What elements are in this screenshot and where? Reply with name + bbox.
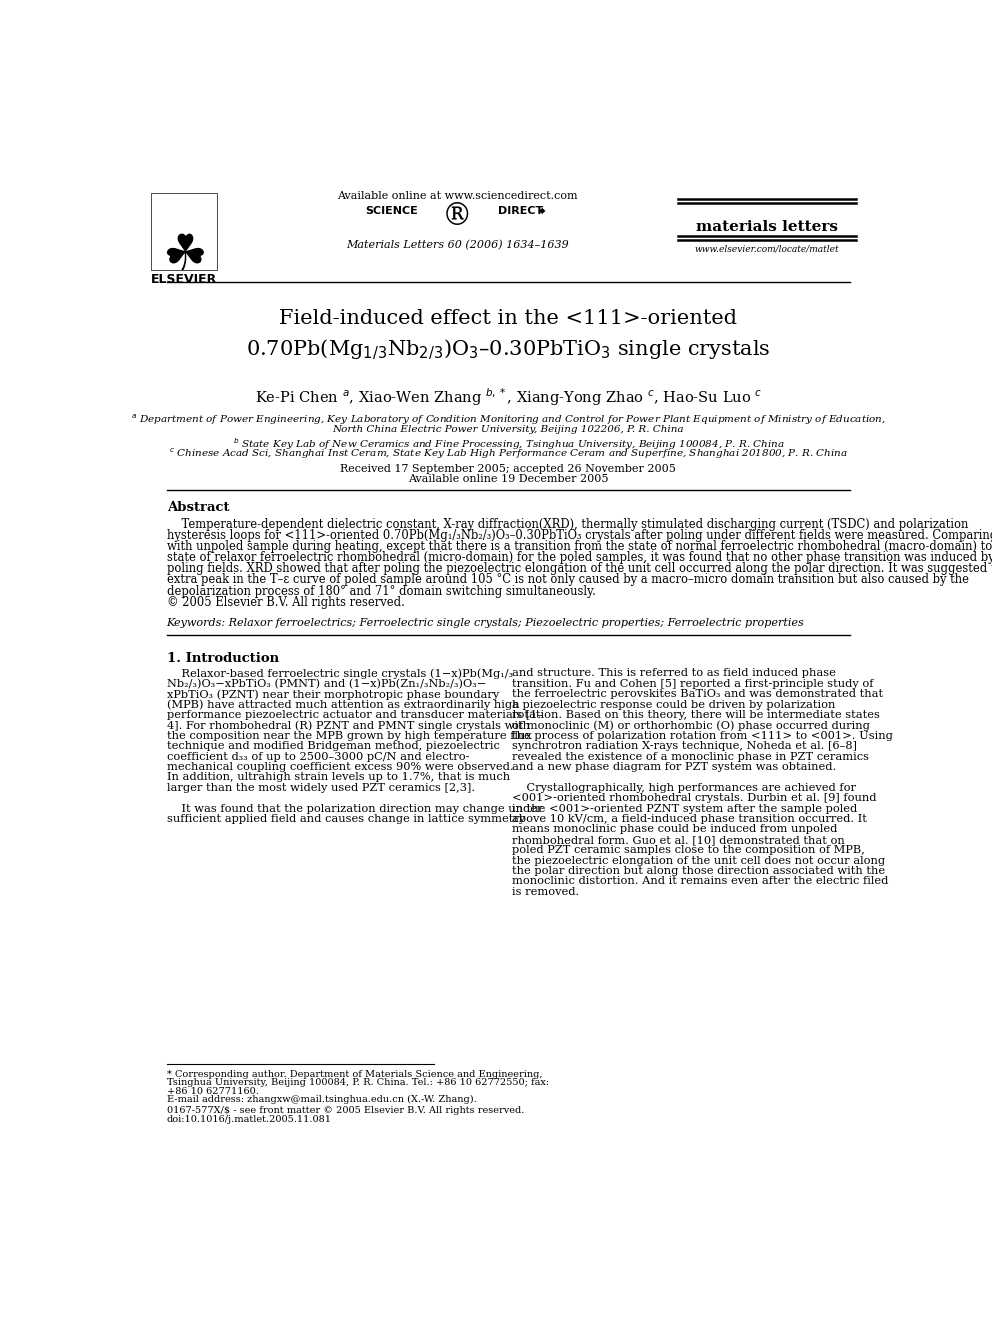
Text: the composition near the MPB grown by high temperature flux: the composition near the MPB grown by hi… [167,730,532,741]
Text: * Corresponding author. Department of Materials Science and Engineering,: * Corresponding author. Department of Ma… [167,1070,542,1078]
Text: the ferroelectric perovskites BaTiO₃ and was demonstrated that: the ferroelectric perovskites BaTiO₃ and… [512,689,883,700]
Text: monoclinic distortion. And it remains even after the electric filed: monoclinic distortion. And it remains ev… [512,876,888,886]
Text: performance piezoelectric actuator and transducer materials [1–: performance piezoelectric actuator and t… [167,710,543,720]
Text: Crystallographically, high performances are achieved for: Crystallographically, high performances … [512,783,855,792]
Text: North China Electric Power University, Beijing 102206, P. R. China: North China Electric Power University, B… [332,425,684,434]
Text: SCIENCE: SCIENCE [366,206,419,217]
Text: is removed.: is removed. [512,886,578,897]
Text: doi:10.1016/j.matlet.2005.11.081: doi:10.1016/j.matlet.2005.11.081 [167,1115,331,1125]
Text: a piezoelectric response could be driven by polarization: a piezoelectric response could be driven… [512,700,835,709]
Text: E-mail address: zhangxw@mail.tsinghua.edu.cn (X.-W. Zhang).: E-mail address: zhangxw@mail.tsinghua.ed… [167,1095,476,1105]
Text: (MPB) have attracted much attention as extraordinarily high: (MPB) have attracted much attention as e… [167,700,519,710]
Text: the piezoelectric elongation of the unit cell does not occur along: the piezoelectric elongation of the unit… [512,856,885,865]
Text: Nb₂/₃)O₃−xPbTiO₃ (PMNT) and (1−x)Pb(Zn₁/₃Nb₂/₃)O₃−: Nb₂/₃)O₃−xPbTiO₃ (PMNT) and (1−x)Pb(Zn₁/… [167,679,486,689]
Text: Field-induced effect in the <111>-oriented: Field-induced effect in the <111>-orient… [280,308,737,328]
Text: xPbTiO₃ (PZNT) near their morphotropic phase boundary: xPbTiO₃ (PZNT) near their morphotropic p… [167,689,499,700]
Text: extra peak in the T–ε curve of poled sample around 105 °C is not only caused by : extra peak in the T–ε curve of poled sam… [167,573,968,586]
Text: $^{a}$ Department of Power Engineering, Key Laboratory of Condition Monitoring a: $^{a}$ Department of Power Engineering, … [131,413,886,427]
Text: poled PZT ceramic samples close to the composition of MPB,: poled PZT ceramic samples close to the c… [512,845,864,855]
Text: technique and modified Bridgeman method, piezoelectric: technique and modified Bridgeman method,… [167,741,500,751]
Text: rotation. Based on this theory, there will be intermediate states: rotation. Based on this theory, there wi… [512,710,879,720]
Text: $^{b}$ State Key Lab of New Ceramics and Fine Processing, Tsinghua University, B: $^{b}$ State Key Lab of New Ceramics and… [232,437,785,451]
Text: Materials Letters 60 (2006) 1634–1639: Materials Letters 60 (2006) 1634–1639 [346,239,568,250]
Text: materials letters: materials letters [696,221,838,234]
Text: Received 17 September 2005; accepted 26 November 2005: Received 17 September 2005; accepted 26 … [340,463,677,474]
Text: revealed the existence of a monoclinic phase in PZT ceramics: revealed the existence of a monoclinic p… [512,751,869,762]
Text: <001>-oriented rhombohedral crystals. Durbin et al. [9] found: <001>-oriented rhombohedral crystals. Du… [512,794,876,803]
Text: 0.70Pb(Mg$_{1/3}$Nb$_{2/3}$)O$_3$–0.30PbTiO$_3$ single crystals: 0.70Pb(Mg$_{1/3}$Nb$_{2/3}$)O$_3$–0.30Pb… [246,339,771,363]
Text: ®: ® [442,201,472,232]
Text: ELSEVIER: ELSEVIER [152,273,217,286]
Text: 4]. For rhombohedral (R) PZNT and PMNT single crystals with: 4]. For rhombohedral (R) PZNT and PMNT s… [167,721,530,732]
Text: ◆: ◆ [539,206,546,216]
Text: Relaxor-based ferroelectric single crystals (1−x)Pb(Mg₁/₃: Relaxor-based ferroelectric single cryst… [167,668,513,679]
Text: of monoclinic (M) or orthorhombic (O) phase occurred during: of monoclinic (M) or orthorhombic (O) ph… [512,721,869,732]
Text: transition. Fu and Cohen [5] reported a first-principle study of: transition. Fu and Cohen [5] reported a … [512,679,873,689]
Text: Abstract: Abstract [167,501,229,515]
Text: the polar direction but along those direction associated with the: the polar direction but along those dire… [512,867,885,876]
Text: hysteresis loops for <111>-oriented 0.70Pb(Mg₁/₃Nb₂/₃)O₃–0.30PbTiO₃ crystals aft: hysteresis loops for <111>-oriented 0.70… [167,529,992,541]
Text: rhombohedral form. Guo et al. [10] demonstrated that on: rhombohedral form. Guo et al. [10] demon… [512,835,844,845]
Text: DIRECT: DIRECT [498,206,543,217]
Text: Keywords: Relaxor ferroelectrics; Ferroelectric single crystals; Piezoelectric p: Keywords: Relaxor ferroelectrics; Ferroe… [167,618,805,627]
Text: +86 10 62771160.: +86 10 62771160. [167,1086,259,1095]
Text: Available online 19 December 2005: Available online 19 December 2005 [408,475,609,484]
Text: In addition, ultrahigh strain levels up to 1.7%, that is much: In addition, ultrahigh strain levels up … [167,773,510,782]
Text: Temperature-dependent dielectric constant, X-ray diffraction(XRD), thermally sti: Temperature-dependent dielectric constan… [167,517,968,531]
Text: in the <001>-oriented PZNT system after the sample poled: in the <001>-oriented PZNT system after … [512,803,857,814]
Text: 1. Introduction: 1. Introduction [167,651,279,664]
Text: Available online at www.sciencedirect.com: Available online at www.sciencedirect.co… [337,191,577,201]
Text: poling fields. XRD showed that after poling the piezoelectric elongation of the : poling fields. XRD showed that after pol… [167,562,992,576]
Text: $^{c}$ Chinese Acad Sci, Shanghai Inst Ceram, State Key Lab High Performance Cer: $^{c}$ Chinese Acad Sci, Shanghai Inst C… [169,447,848,462]
Text: It was found that the polarization direction may change under: It was found that the polarization direc… [167,803,542,814]
Text: means monoclinic phase could be induced from unpoled: means monoclinic phase could be induced … [512,824,837,835]
Text: above 10 kV/cm, a field-induced phase transition occurred. It: above 10 kV/cm, a field-induced phase tr… [512,814,866,824]
Text: state of relaxor ferroelectric rhombohedral (micro-domain) for the poled samples: state of relaxor ferroelectric rhombohed… [167,552,992,564]
Text: larger than the most widely used PZT ceramics [2,3].: larger than the most widely used PZT cer… [167,783,475,792]
Text: 0167-577X/$ - see front matter © 2005 Elsevier B.V. All rights reserved.: 0167-577X/$ - see front matter © 2005 El… [167,1106,524,1115]
Text: ☘: ☘ [162,232,207,280]
Text: coefficient d₃₃ of up to 2500–3000 pC/N and electro-: coefficient d₃₃ of up to 2500–3000 pC/N … [167,751,469,762]
Text: Ke-Pi Chen $^{a}$, Xiao-Wen Zhang $^{b,*}$, Xiang-Yong Zhao $^{c}$, Hao-Su Luo $: Ke-Pi Chen $^{a}$, Xiao-Wen Zhang $^{b,*… [255,386,762,407]
Text: mechanical coupling coefficient excess 90% were observed.: mechanical coupling coefficient excess 9… [167,762,513,773]
Text: the process of polarization rotation from <111> to <001>. Using: the process of polarization rotation fro… [512,730,893,741]
Text: www.elsevier.com/locate/matlet: www.elsevier.com/locate/matlet [695,245,839,254]
Text: depolarization process of 180° and 71° domain switching simultaneously.: depolarization process of 180° and 71° d… [167,585,595,598]
Text: Tsinghua University, Beijing 100084, P. R. China. Tel.: +86 10 62772550; fax:: Tsinghua University, Beijing 100084, P. … [167,1078,549,1088]
FancyBboxPatch shape [151,193,217,270]
Text: with unpoled sample during heating, except that there is a transition from the s: with unpoled sample during heating, exce… [167,540,992,553]
Text: and structure. This is referred to as field induced phase: and structure. This is referred to as fi… [512,668,835,679]
Text: and a new phase diagram for PZT system was obtained.: and a new phase diagram for PZT system w… [512,762,835,773]
Text: synchrotron radiation X-rays technique, Noheda et al. [6–8]: synchrotron radiation X-rays technique, … [512,741,856,751]
Text: © 2005 Elsevier B.V. All rights reserved.: © 2005 Elsevier B.V. All rights reserved… [167,595,405,609]
Text: sufficient applied field and causes change in lattice symmetry: sufficient applied field and causes chan… [167,814,525,824]
